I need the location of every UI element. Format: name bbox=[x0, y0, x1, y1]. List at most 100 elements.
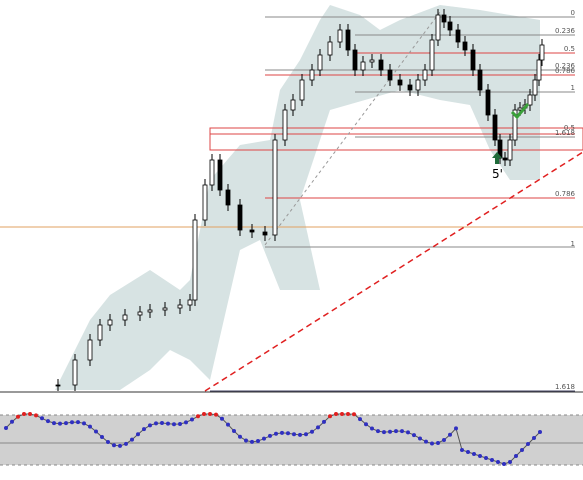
osc-dot bbox=[538, 430, 542, 434]
candle-body bbox=[429, 39, 435, 71]
osc-dot bbox=[430, 441, 434, 446]
osc-dot bbox=[28, 412, 32, 416]
osc-dot bbox=[466, 450, 470, 454]
candle-body bbox=[507, 139, 513, 161]
osc-dot bbox=[328, 414, 332, 419]
candle-body bbox=[327, 41, 333, 56]
osc-dot bbox=[370, 426, 374, 431]
candle-body bbox=[462, 41, 468, 51]
osc-dot bbox=[346, 412, 350, 416]
osc-dot bbox=[364, 422, 368, 427]
osc-dot bbox=[106, 440, 110, 445]
osc-dot bbox=[16, 414, 20, 419]
candle-body bbox=[309, 69, 315, 81]
candle-body bbox=[378, 59, 384, 71]
candle-body bbox=[192, 219, 198, 301]
osc-dot bbox=[412, 433, 416, 438]
osc-dot bbox=[340, 412, 344, 416]
osc-dot bbox=[472, 452, 476, 456]
osc-dot bbox=[148, 423, 152, 428]
osc-zone bbox=[0, 415, 583, 465]
candle-body bbox=[299, 79, 305, 101]
candle-body bbox=[72, 359, 78, 386]
osc-dot bbox=[316, 425, 320, 430]
candle-body bbox=[441, 14, 447, 23]
candle-body bbox=[55, 384, 61, 387]
candle-body bbox=[209, 159, 215, 186]
osc-dot bbox=[124, 441, 128, 446]
candle-body bbox=[435, 14, 441, 41]
osc-dot bbox=[334, 412, 338, 416]
candle-body bbox=[407, 84, 413, 91]
candle-body bbox=[369, 59, 375, 63]
candle-body bbox=[107, 319, 113, 326]
candle-body bbox=[217, 159, 223, 191]
osc-dot bbox=[526, 442, 530, 446]
candle-body bbox=[512, 109, 518, 141]
candle-body bbox=[122, 314, 128, 321]
fib-lines bbox=[0, 11, 583, 392]
osc-dot bbox=[424, 439, 428, 444]
candle-body bbox=[282, 109, 288, 141]
osc-dot bbox=[268, 433, 272, 438]
candle-body bbox=[536, 59, 542, 81]
osc-dot bbox=[418, 436, 422, 441]
candle-body bbox=[532, 79, 538, 96]
candle-body bbox=[87, 339, 93, 361]
osc-dot bbox=[478, 454, 482, 458]
osc-dot bbox=[64, 421, 68, 426]
candle-body bbox=[137, 311, 143, 316]
osc-dot bbox=[394, 429, 398, 434]
osc-dot bbox=[520, 448, 524, 452]
candle-body bbox=[415, 79, 421, 91]
osc-dot bbox=[376, 429, 380, 434]
osc-dot bbox=[496, 460, 500, 464]
osc-dot bbox=[58, 421, 62, 426]
osc-dot bbox=[232, 429, 236, 434]
oscillator bbox=[4, 412, 542, 466]
osc-dot bbox=[220, 416, 224, 421]
candle-body bbox=[470, 49, 476, 71]
candle-body bbox=[162, 307, 168, 311]
osc-dot bbox=[244, 438, 248, 443]
osc-dot bbox=[46, 419, 50, 424]
osc-dot bbox=[382, 430, 386, 435]
fib-label: 0.786 bbox=[555, 190, 576, 198]
osc-dot bbox=[208, 412, 212, 416]
osc-dot bbox=[100, 435, 104, 440]
candle-body bbox=[147, 309, 153, 313]
osc-dot bbox=[400, 429, 404, 434]
osc-dot bbox=[502, 462, 506, 466]
osc-dot bbox=[484, 456, 488, 460]
fib-label: 0.5 bbox=[564, 45, 575, 53]
osc-dot bbox=[166, 421, 170, 426]
arrow-icon bbox=[492, 152, 502, 164]
candle-body bbox=[360, 61, 366, 71]
candle-body bbox=[317, 54, 323, 71]
osc-dot bbox=[406, 430, 410, 435]
candle-body bbox=[447, 21, 453, 31]
osc-dot bbox=[10, 419, 14, 424]
osc-dot bbox=[262, 436, 266, 441]
candle-body bbox=[97, 324, 103, 341]
osc-dot bbox=[76, 420, 80, 425]
fib-label: 1 bbox=[571, 240, 575, 248]
candle-body bbox=[202, 184, 208, 221]
candle-body bbox=[485, 89, 491, 116]
osc-dot bbox=[94, 429, 98, 434]
candle-body bbox=[527, 94, 533, 106]
candle-body bbox=[352, 49, 358, 71]
candle-body bbox=[249, 229, 255, 233]
candle-body bbox=[502, 157, 508, 161]
candle-body bbox=[492, 114, 498, 141]
candle-body bbox=[387, 69, 393, 81]
osc-dot bbox=[286, 431, 290, 436]
fib-label: 0.5 bbox=[564, 124, 575, 132]
osc-dot bbox=[136, 432, 140, 437]
osc-dot bbox=[388, 429, 392, 434]
osc-dot bbox=[448, 432, 452, 437]
osc-dot bbox=[514, 454, 518, 458]
fib-label: 0.786 bbox=[555, 67, 576, 75]
check-icon bbox=[510, 103, 530, 120]
